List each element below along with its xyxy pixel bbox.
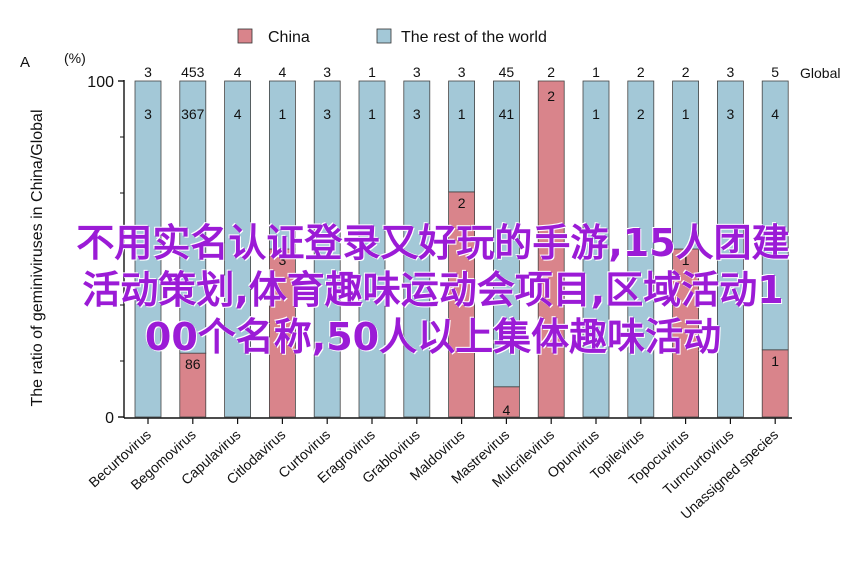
segment-label-china-9: 2 <box>547 88 555 104</box>
bars <box>134 80 789 418</box>
legend-swatch-china <box>237 28 253 44</box>
bar-china-12 <box>672 248 699 418</box>
segment-label-rest-1: 367 <box>181 106 205 122</box>
bar-rest-3 <box>268 80 296 250</box>
global-count-13: 3 <box>727 64 735 80</box>
y-tick-label: 0 <box>105 410 114 427</box>
global-count-0: 3 <box>144 64 152 80</box>
segment-label-rest-3: 1 <box>279 106 287 122</box>
global-count-8: 45 <box>499 64 515 80</box>
overlay-line-2: 活动策划,体育趣味运动会项目,区域活动1 <box>82 268 784 312</box>
segment-label-rest-11: 2 <box>637 106 645 122</box>
bar-rest-6 <box>403 80 431 418</box>
bar-rest-0 <box>134 80 162 418</box>
global-counts: 3 453 4 4 3 1 3 3 45 2 1 2 2 3 5 <box>144 64 779 80</box>
global-count-10: 1 <box>592 64 600 80</box>
x-ticks <box>147 418 776 424</box>
global-count-4: 3 <box>323 64 331 80</box>
bar-china-8 <box>492 386 520 418</box>
x-tick-labels: BecurtovirusBegomovirusCapulavirusCitlod… <box>85 426 781 522</box>
bar-rest-4 <box>313 80 341 418</box>
legend-label-china: China <box>268 29 310 46</box>
global-count-14: 5 <box>771 64 779 80</box>
segment-label-rest-14: 4 <box>771 106 779 122</box>
bar-rest-2 <box>224 80 252 418</box>
bar-china-9 <box>537 80 565 418</box>
segment-label-rest-0: 3 <box>144 106 152 122</box>
segment-label-rest-6: 3 <box>413 106 421 122</box>
bar-rest-1 <box>179 80 207 354</box>
segment-label-rest-2: 4 <box>234 106 242 122</box>
global-count-5: 1 <box>368 64 376 80</box>
bar-rest-14 <box>761 80 789 351</box>
overlay-line-3: 00个名称,50人以上集体趣味活动 <box>144 315 722 359</box>
segment-label-china-14: 1 <box>771 353 779 369</box>
y-unit-label: (%) <box>64 50 86 66</box>
legend-swatch-rest <box>376 28 392 44</box>
segment-label-china-1: 86 <box>185 356 201 372</box>
y-tick-label: 100 <box>87 74 114 91</box>
global-count-11: 2 <box>637 64 645 80</box>
segment-label-rest-4: 3 <box>323 106 331 122</box>
bar-china-7 <box>448 191 476 418</box>
segment-label-china-8: 4 <box>503 402 511 418</box>
y-axis-label: The ratio of geminiviruses in China/Glob… <box>29 109 46 406</box>
global-label: Global <box>800 65 840 81</box>
overlay-line-1: 不用实名认证登录又好玩的手游,15人团建 <box>76 221 790 265</box>
segment-label-rest-7: 1 <box>458 106 466 122</box>
bar-rest-12 <box>672 80 699 250</box>
segment-label-rest-10: 1 <box>592 106 600 122</box>
watermark-overlay: 不用实名认证登录又好玩的手游,15人团建 活动策划,体育趣味运动会项目,区域活动… <box>0 220 866 361</box>
segment-label-rest-13: 3 <box>727 106 735 122</box>
global-count-7: 3 <box>458 64 466 80</box>
segment-label-rest-12: 1 <box>682 106 690 122</box>
segment-label-rest-5: 1 <box>368 106 376 122</box>
segment-label-china-12: 1 <box>682 252 690 268</box>
bar-rest-13 <box>717 80 744 418</box>
bar-rest-11 <box>627 80 655 418</box>
segment-label-china-3: 3 <box>279 252 287 268</box>
segment-label-china-7: 2 <box>458 195 466 211</box>
global-count-3: 4 <box>279 64 287 80</box>
bar-china-1 <box>179 352 207 418</box>
panel-label: A <box>20 54 30 71</box>
global-count-2: 4 <box>234 64 242 80</box>
bar-china-14 <box>761 349 789 418</box>
bar-rest-10 <box>582 80 610 418</box>
bar-rest-7 <box>448 80 476 193</box>
segment-label-rest-8: 41 <box>499 106 515 122</box>
y-ticks: 0 100 <box>87 74 124 427</box>
legend: China The rest of the world <box>237 28 547 46</box>
bar-rest-8 <box>492 80 520 388</box>
global-count-6: 3 <box>413 64 421 80</box>
global-count-12: 2 <box>682 64 690 80</box>
global-count-1: 453 <box>181 64 205 80</box>
bar-rest-5 <box>358 80 386 418</box>
global-count-9: 2 <box>547 64 555 80</box>
legend-label-rest: The rest of the world <box>401 29 547 46</box>
